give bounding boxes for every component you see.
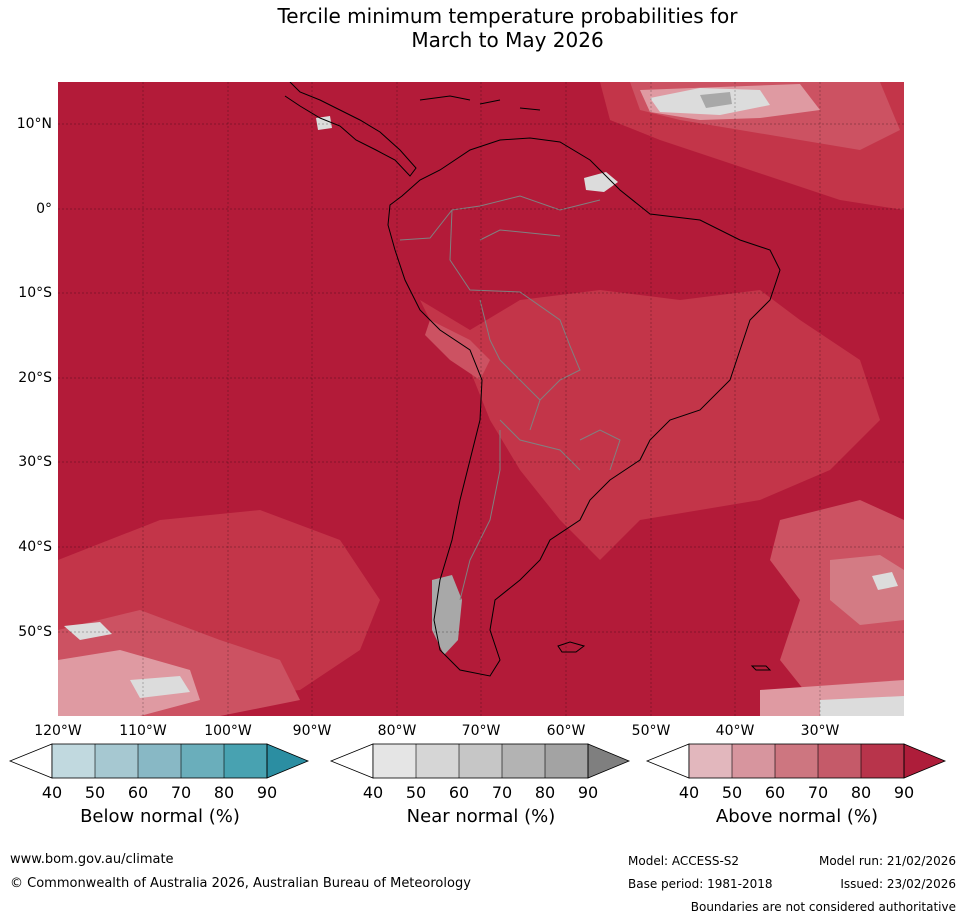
near-tick: 90	[577, 783, 599, 802]
lon-label-80w: 80°W	[377, 723, 417, 739]
lon-label-40w: 40°W	[715, 723, 755, 739]
map-title: Tercile minimum temperature probabilitie…	[0, 4, 965, 52]
near-swatch-3	[459, 744, 502, 778]
below-normal-title: Below normal (%)	[80, 806, 240, 827]
graticule	[58, 82, 904, 716]
near-swatch-4	[502, 744, 545, 778]
andes-near-normal	[425, 320, 490, 380]
lon-label-110w: 110°W	[119, 723, 167, 739]
central-america-coastline	[284, 82, 417, 177]
below-swatch-2	[95, 744, 138, 778]
above-swatch-6	[903, 743, 947, 779]
lat-label-0: 0°	[36, 201, 52, 217]
colorbar-near-normal	[329, 743, 631, 779]
country-borders	[399, 195, 621, 601]
lat-label-50s: 50°S	[18, 624, 52, 640]
near-swatch-2	[416, 744, 459, 778]
below-swatch-5	[224, 744, 267, 778]
falkland-islands	[557, 641, 586, 653]
lat-label-10s: 10°S	[18, 285, 52, 301]
above-swatch-2	[732, 744, 775, 778]
continent-70pct-region	[420, 290, 880, 560]
north-atlantic-near-normal-60	[700, 92, 732, 108]
footer-copyright: © Commonwealth of Australia 2026, Austra…	[10, 876, 471, 891]
lon-label-100w: 100°W	[204, 723, 252, 739]
below-swatch-6	[266, 743, 310, 779]
lon-label-90w: 90°W	[292, 723, 332, 739]
title-line-1: Tercile minimum temperature probabilitie…	[277, 4, 738, 28]
above-tick: 50	[721, 783, 743, 802]
lat-label-20s: 20°S	[18, 370, 52, 386]
below-tick: 70	[170, 783, 192, 802]
south-georgia	[750, 665, 772, 671]
above-tick: 70	[807, 783, 829, 802]
lon-label-50w: 50°W	[631, 723, 671, 739]
lon-label-30w: 30°W	[800, 723, 840, 739]
title-line-2: March to May 2026	[411, 28, 604, 52]
south-atlantic-patch-60	[830, 555, 904, 625]
south-atlantic-near-normal	[872, 572, 898, 590]
above-swatch-1	[689, 744, 732, 778]
colorbar-above-normal	[645, 743, 947, 779]
lon-label-70w: 70°W	[461, 723, 501, 739]
probability-map	[58, 82, 904, 716]
below-tick: 90	[256, 783, 278, 802]
below-tick: 60	[127, 783, 149, 802]
above-tick: 90	[893, 783, 915, 802]
footer-model-run: Model run: 21/02/2026	[818, 854, 956, 868]
lat-label-10n: 10°N	[16, 116, 52, 132]
colorbar-below-normal	[8, 743, 310, 779]
southern-strip-near	[820, 696, 904, 716]
lon-label-120w: 120°W	[34, 723, 82, 739]
caribbean-islands	[419, 95, 541, 111]
map-area	[58, 82, 904, 716]
near-swatch-1	[373, 744, 416, 778]
above-swatch-0	[645, 743, 690, 779]
footer-issued: Issued: 23/02/2026	[840, 877, 956, 891]
above-swatch-5	[861, 744, 904, 778]
near-swatch-6	[587, 743, 631, 779]
near-swatch-0	[329, 743, 374, 779]
guiana-near-normal	[584, 172, 618, 192]
above-tick: 60	[764, 783, 786, 802]
near-tick: 70	[491, 783, 513, 802]
below-swatch-1	[52, 744, 95, 778]
below-tick: 80	[213, 783, 235, 802]
patagonia-near-normal	[432, 575, 462, 655]
footer-model: Model: ACCESS-S2	[628, 854, 740, 868]
below-tick: 40	[41, 783, 63, 802]
near-tick: 60	[448, 783, 470, 802]
near-normal-title: Near normal (%)	[406, 806, 556, 827]
lat-label-40s: 40°S	[18, 539, 52, 555]
footer-website: www.bom.gov.au/climate	[10, 852, 174, 867]
above-tick: 40	[678, 783, 700, 802]
above-swatch-3	[775, 744, 818, 778]
footer-disclaimer: Boundaries are not considered authoritat…	[690, 900, 956, 914]
near-tick: 40	[362, 783, 384, 802]
below-tick: 50	[84, 783, 106, 802]
southeast-pacific-near-normal	[64, 622, 190, 698]
south-america-coastline	[387, 137, 781, 677]
footer-base-period: Base period: 1981-2018	[628, 877, 773, 891]
lat-label-30s: 30°S	[18, 454, 52, 470]
central-america-spot	[316, 116, 332, 130]
below-swatch-0	[8, 743, 53, 779]
near-tick: 50	[405, 783, 427, 802]
above-swatch-4	[818, 744, 861, 778]
near-swatch-5	[545, 744, 588, 778]
above-normal-title: Above normal (%)	[715, 806, 879, 827]
below-swatch-4	[181, 744, 224, 778]
above-tick: 80	[850, 783, 872, 802]
lon-label-60w: 60°W	[546, 723, 586, 739]
below-swatch-3	[138, 744, 181, 778]
southeast-pacific-patch-50	[58, 650, 200, 716]
near-tick: 80	[534, 783, 556, 802]
